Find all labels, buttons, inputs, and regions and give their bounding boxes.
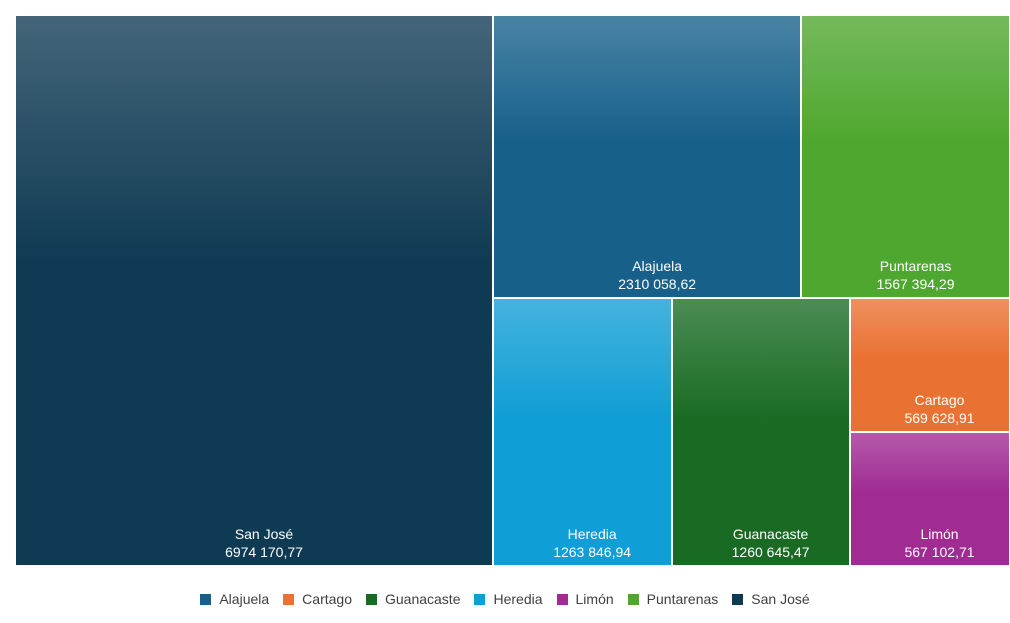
tile-label-value: 1263 846,94 (553, 543, 632, 560)
legend-label: Puntarenas (646, 591, 719, 607)
treemap-tile-san-jose: San José 6974 170,77 (15, 15, 494, 566)
legend-label: Cartago (302, 591, 352, 607)
tile-label-name: Puntarenas (879, 258, 952, 275)
legend-swatch (556, 593, 568, 605)
legend-item-guanacaste: Guanacaste (365, 591, 461, 607)
treemap-tile-guanacaste: Guanacaste 1260 645,47 (671, 298, 850, 566)
chart-legend: Alajuela Cartago Guanacaste Heredia Limón Pun… (0, 587, 1010, 611)
tile-label-value: 569 628,91 (904, 410, 975, 427)
legend-swatch (365, 593, 377, 605)
legend-item-san-jose: San José (732, 591, 810, 607)
tile-label-value: 567 102,71 (904, 543, 975, 560)
tile-label-name: Heredia (567, 525, 617, 542)
treemap-tile-heredia: Heredia 1263 846,94 (493, 298, 672, 566)
legend-label: Guanacaste (384, 591, 461, 607)
tile-label-name: Limón (920, 525, 959, 542)
legend-item-alajuela: Alajuela (200, 591, 269, 607)
legend-item-cartago: Cartago (283, 591, 352, 607)
legend-swatch (732, 593, 744, 605)
tile-label-name: Guanacaste (732, 525, 809, 542)
tile-label-value: 1567 394,29 (876, 276, 955, 293)
legend-label: San José (751, 591, 810, 607)
tile-label-value: 1260 645,47 (731, 543, 810, 560)
legend-swatch (200, 593, 212, 605)
tile-label-value: 6974 170,77 (225, 544, 303, 560)
legend-item-limon: Limón (556, 591, 614, 607)
treemap-tile-alajuela: Alajuela 2310 058,62 (493, 15, 802, 299)
tile-label-name: San José (234, 526, 294, 542)
legend-item-puntarenas: Puntarenas (627, 591, 719, 607)
legend-label: Alajuela (219, 591, 270, 607)
treemap-tile-limon: Limón 567 102,71 (849, 432, 1010, 566)
legend-swatch (627, 593, 639, 605)
legend-label: Limón (575, 591, 614, 607)
tile-label-name: Alajuela (632, 258, 683, 275)
legend-swatch (283, 593, 295, 605)
legend-item-heredia: Heredia (474, 591, 543, 607)
legend-swatch (474, 593, 486, 605)
tile-label-value: 2310 058,62 (618, 276, 697, 293)
treemap-tile-cartago: Cartago 569 628,91 (849, 298, 1010, 433)
legend-label: Heredia (493, 591, 543, 607)
tile-label-name: Cartago (914, 392, 965, 409)
treemap-tile-puntarenas: Puntarenas 1567 394,29 (801, 15, 1010, 299)
